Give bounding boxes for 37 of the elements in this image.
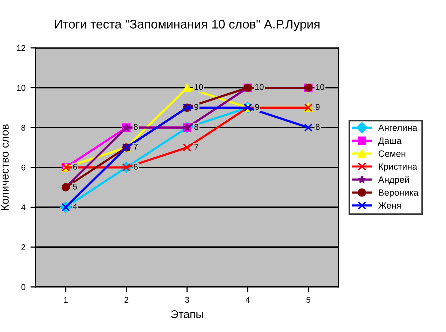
- data-label: 6: [73, 164, 78, 170]
- data-label: 4: [73, 204, 78, 210]
- data-label: 9: [255, 104, 260, 110]
- data-label: 5: [73, 184, 78, 190]
- legend-label: Даша: [378, 138, 402, 146]
- data-label: 9: [194, 104, 199, 110]
- y-tick-label: 10: [17, 85, 26, 92]
- data-label: 8: [134, 124, 138, 130]
- data-label: 10: [316, 84, 325, 90]
- y-tick-label: 2: [22, 244, 26, 250]
- data-label: 9: [316, 104, 320, 110]
- y-tick-label: 6: [22, 164, 26, 171]
- data-label: 8: [194, 124, 199, 130]
- data-label: 6: [134, 164, 138, 170]
- chart-title: Итоги теста "Запоминания 10 слов" А.Р.Лурия: [55, 20, 320, 32]
- x-tick-label: 2: [124, 297, 129, 303]
- y-tick-label: 0: [22, 284, 26, 290]
- legend-label: Женя: [378, 202, 401, 209]
- y-tick-label: 8: [22, 125, 26, 131]
- y-axis-title: Количество слов: [1, 124, 9, 210]
- x-tick-label: 3: [185, 297, 190, 304]
- legend-label: Андрей: [378, 176, 410, 185]
- data-label: 10: [194, 84, 204, 90]
- legend-label: Семен: [378, 150, 406, 158]
- data-label: 7: [194, 144, 198, 150]
- x-tick-label: 1: [64, 297, 68, 303]
- x-tick-label: 4: [246, 297, 250, 303]
- y-tick-label: 4: [22, 204, 26, 211]
- x-axis-title: Этапы: [171, 310, 204, 318]
- legend-label: Вероника: [379, 190, 419, 198]
- legend-label: Ангелина: [378, 124, 418, 132]
- data-label: 7: [134, 144, 138, 150]
- y-tick-label: 12: [17, 45, 26, 52]
- x-tick-label: 5: [306, 297, 311, 304]
- data-label: 10: [256, 84, 264, 90]
- data-label: 8: [316, 124, 320, 130]
- legend-label: Кристина: [379, 164, 418, 172]
